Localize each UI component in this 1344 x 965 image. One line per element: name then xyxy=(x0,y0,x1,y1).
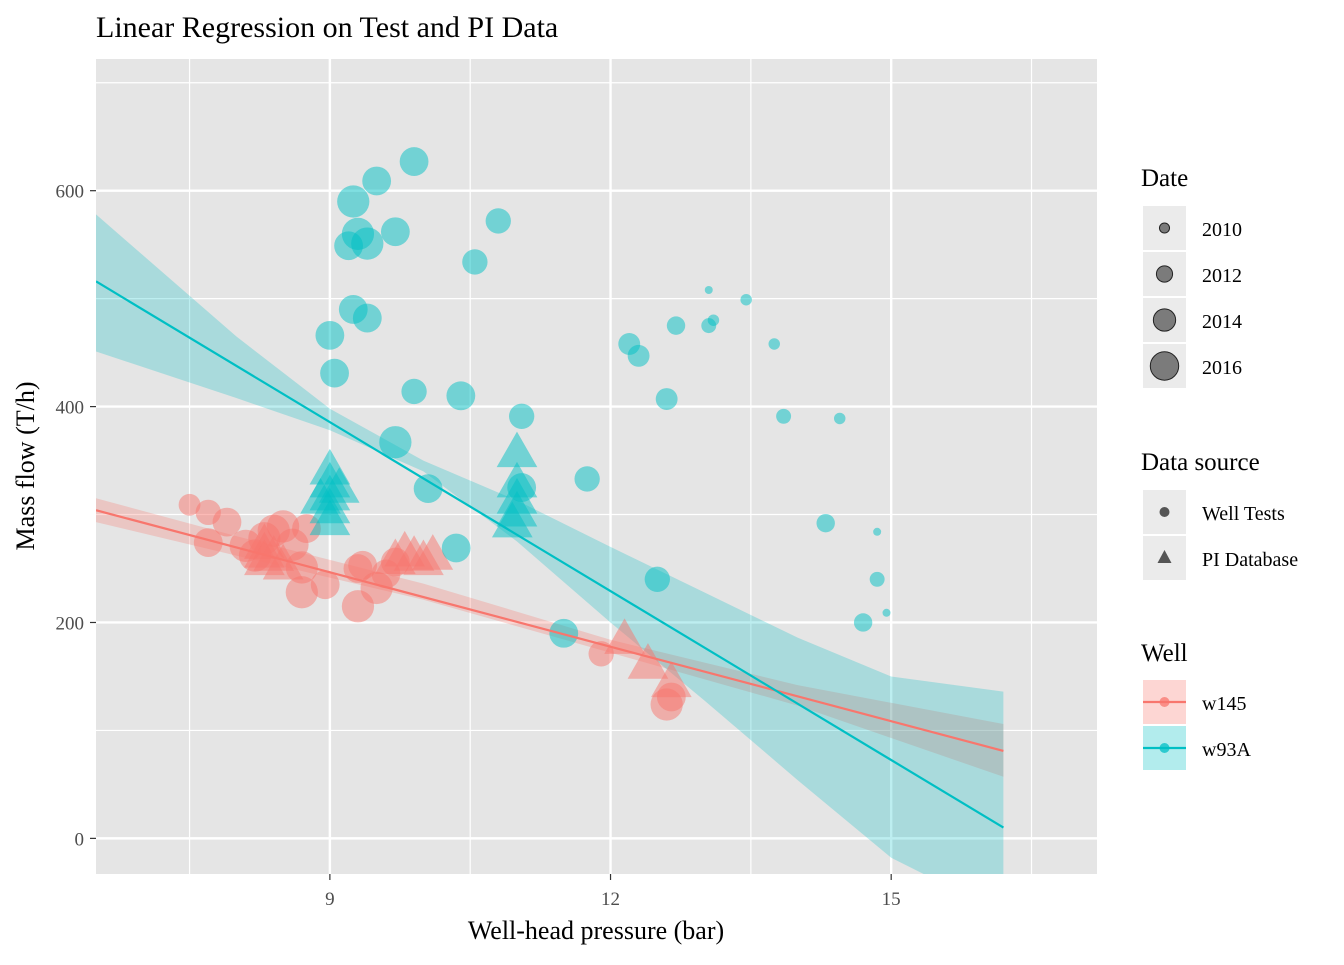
data-point-triangle-w145 xyxy=(604,618,645,654)
ribbon-w145 xyxy=(96,498,1004,777)
y-tick-label: 400 xyxy=(56,398,85,419)
y-axis-title: Mass flow (T/h) xyxy=(11,382,40,551)
y-tick-label: 600 xyxy=(56,182,85,203)
x-axis-title: Well-head pressure (bar) xyxy=(468,916,724,945)
data-point-triangle-w93a xyxy=(491,501,533,538)
legend-well-key-point-w93a xyxy=(1159,743,1170,753)
data-point-circle-w93a xyxy=(704,286,713,295)
data-point-circle-w93a xyxy=(441,533,471,563)
data-point-circle-w93a xyxy=(666,316,686,335)
data-point-circle-w93a xyxy=(362,166,392,196)
data-point-triangle-w145 xyxy=(627,643,669,679)
plot-panel xyxy=(96,59,1097,874)
line-layer xyxy=(96,280,1005,829)
data-point-circle-w93a xyxy=(337,185,370,218)
regression-line-w93a xyxy=(96,280,1005,829)
legend-well-key-point-w145 xyxy=(1159,697,1170,707)
legend-source-key-triangle xyxy=(1157,550,1172,563)
y-tick-label: 0 xyxy=(75,829,85,850)
chart-title: Linear Regression on Test and PI Data xyxy=(96,11,558,44)
data-point-triangle-w145 xyxy=(262,543,304,580)
data-point-circle-w93a xyxy=(320,358,349,388)
data-point-circle-w93a xyxy=(413,474,443,504)
x-tick-label: 9 xyxy=(325,889,335,910)
regression-line-w145 xyxy=(96,509,1004,753)
data-point-circle-w145 xyxy=(348,550,378,580)
data-point-circle-w93a xyxy=(574,466,600,492)
data-point-triangle-w93a xyxy=(496,431,538,468)
ribbon-layer xyxy=(96,214,1004,874)
data-point-circle-w93a xyxy=(351,227,384,260)
legend: Date Data source Well 2010 2012 2014 201… xyxy=(1141,165,1298,770)
data-point-circle-w93a xyxy=(352,303,382,333)
data-point-circle-w145 xyxy=(588,641,614,667)
data-point-triangle-w145 xyxy=(651,661,692,698)
legend-keys xyxy=(1143,206,1186,770)
legend-source-label-pi-database: PI Database xyxy=(1202,549,1298,571)
legend-well-label-w93a: w93A xyxy=(1202,739,1251,761)
data-point-circle-w93a xyxy=(776,408,792,424)
grid-layer xyxy=(96,59,1097,874)
x-tick-label: 12 xyxy=(601,889,620,910)
data-point-circle-w93a xyxy=(655,388,678,410)
legend-date-label-2010: 2010 xyxy=(1202,219,1242,241)
legend-date-key-2010 xyxy=(1158,222,1171,234)
data-point-circle-w93a xyxy=(869,571,885,587)
data-point-circle-w93a xyxy=(379,426,412,459)
y-tick-label: 200 xyxy=(56,613,85,634)
data-point-circle-w145 xyxy=(285,576,318,609)
data-point-circle-w93a xyxy=(508,403,535,429)
data-point-circle-w93a xyxy=(462,249,488,275)
tick-layer: 9 12 15 0 200 400 600 xyxy=(56,182,901,910)
legend-date-key-2012 xyxy=(1155,265,1174,283)
data-point-circle-w93a xyxy=(740,293,752,306)
data-point-circle-w93a xyxy=(446,381,476,411)
legend-well-title: Well xyxy=(1141,640,1188,667)
data-point-circle-w93a xyxy=(873,527,882,536)
data-point-triangle-w93a xyxy=(309,499,351,536)
legend-source-label-well-tests: Well Tests xyxy=(1202,503,1285,525)
data-point-circle-w145 xyxy=(193,528,223,558)
data-point-circle-w93a xyxy=(315,320,345,350)
data-point-circle-w93a xyxy=(853,613,873,632)
data-point-circle-w93a xyxy=(816,513,835,533)
legend-date-label-2012: 2012 xyxy=(1202,265,1242,287)
data-point-circle-w145 xyxy=(212,507,242,537)
data-point-circle-w93a xyxy=(399,147,429,176)
data-point-circle-w93a xyxy=(707,314,720,326)
data-point-circle-w145 xyxy=(310,570,340,600)
data-point-circle-w93a xyxy=(882,608,891,617)
data-point-circle-w93a xyxy=(401,378,427,405)
x-tick-label: 15 xyxy=(882,889,901,910)
legend-date-title: Date xyxy=(1141,165,1188,192)
legend-source-key-circle xyxy=(1159,507,1170,517)
data-point-circle-w93a xyxy=(485,208,511,234)
legend-source-title: Data source xyxy=(1141,449,1260,476)
data-point-circle-w93a xyxy=(644,566,670,592)
legend-date-key-2014 xyxy=(1152,308,1177,332)
legend-well-label-w145: w145 xyxy=(1202,693,1246,715)
data-point-circle-w145 xyxy=(178,493,201,516)
data-point-circle-w93a xyxy=(768,338,780,350)
legend-date-key-2016 xyxy=(1149,351,1180,381)
data-point-circle-w93a xyxy=(380,217,410,247)
ribbon-w93a xyxy=(96,214,1004,874)
legend-date-label-2014: 2014 xyxy=(1202,311,1242,333)
point-layer xyxy=(178,147,891,721)
data-point-triangle-w145 xyxy=(412,534,454,570)
legend-date-label-2016: 2016 xyxy=(1202,357,1242,379)
data-point-circle-w93a xyxy=(834,412,846,425)
data-point-circle-w93a xyxy=(627,344,650,367)
data-point-triangle-w93a xyxy=(318,467,360,503)
